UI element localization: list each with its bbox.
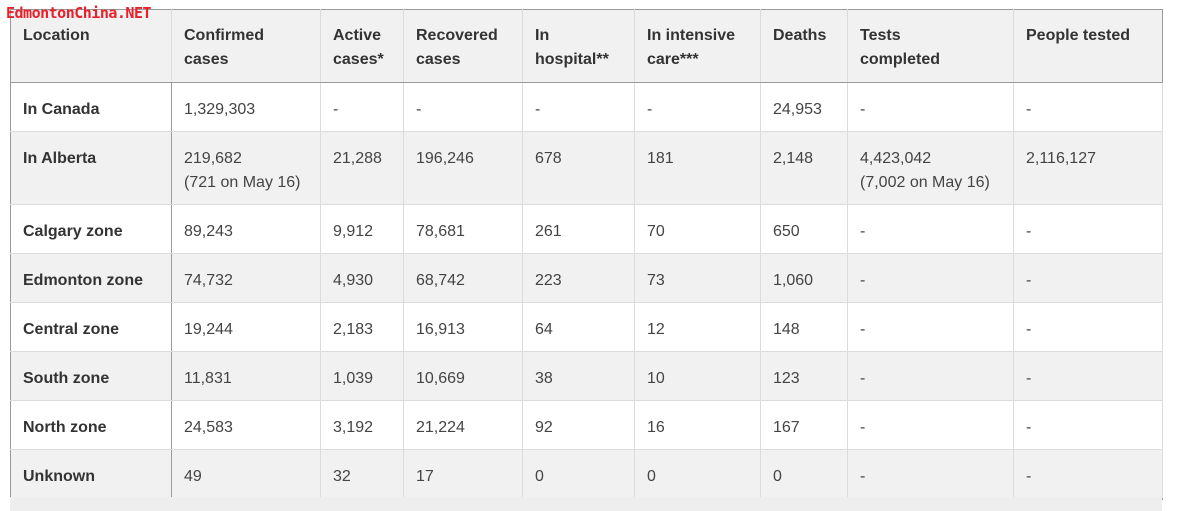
cell-hospital: 64: [522, 302, 635, 352]
cell-tests: -: [847, 351, 1014, 401]
table-row: Unknown 49 32 17 0 0 0 - -: [10, 449, 1163, 500]
table-row: In Alberta 219,682 (721 on May 16) 21,288…: [10, 131, 1163, 205]
header-deaths: Deaths: [760, 9, 848, 83]
header-active-cases: Active cases*: [320, 9, 404, 83]
cell-hospital: 223: [522, 253, 635, 303]
cell-active: 3,192: [320, 400, 404, 450]
cell-icu: -: [634, 82, 761, 132]
cell-tests: -: [847, 400, 1014, 450]
header-tests-completed: Tests completed: [847, 9, 1014, 83]
table-row: In Canada 1,329,303 - - - - 24,953 - -: [10, 82, 1163, 132]
cell-deaths: 123: [760, 351, 848, 401]
cell-tests: -: [847, 449, 1014, 500]
cell-people-tested: -: [1013, 400, 1163, 450]
cell-active: 32: [320, 449, 404, 500]
header-people-tested: People tested: [1013, 9, 1163, 83]
cell-icu: 16: [634, 400, 761, 450]
cell-confirmed: 219,682 (721 on May 16): [171, 131, 321, 205]
covid-stats-table: Location Confirmed cases Active cases* Rec…: [10, 9, 1163, 500]
cell-tests: 4,423,042 (7,002 on May 16): [847, 131, 1014, 205]
cell-active: 1,039: [320, 351, 404, 401]
cell-hospital: 261: [522, 204, 635, 254]
cell-recovered: 196,246: [403, 131, 523, 205]
cell-icu: 181: [634, 131, 761, 205]
cell-hospital: 0: [522, 449, 635, 500]
cell-hospital: -: [522, 82, 635, 132]
cell-people-tested: -: [1013, 82, 1163, 132]
cell-icu: 10: [634, 351, 761, 401]
cell-location: In Alberta: [10, 131, 172, 205]
cell-icu: 70: [634, 204, 761, 254]
cell-recovered: 68,742: [403, 253, 523, 303]
cell-tests: -: [847, 253, 1014, 303]
cell-icu: 12: [634, 302, 761, 352]
cell-location: Unknown: [10, 449, 172, 500]
cell-location: In Canada: [10, 82, 172, 132]
cell-hospital: 38: [522, 351, 635, 401]
table-row: Central zone 19,244 2,183 16,913 64 12 1…: [10, 302, 1163, 352]
header-recovered-cases: Recovered cases: [403, 9, 523, 83]
cell-active: 2,183: [320, 302, 404, 352]
cell-recovered: 21,224: [403, 400, 523, 450]
cell-deaths: 2,148: [760, 131, 848, 205]
table-row: North zone 24,583 3,192 21,224 92 16 167…: [10, 400, 1163, 450]
cell-people-tested: 2,116,127: [1013, 131, 1163, 205]
cell-people-tested: -: [1013, 449, 1163, 500]
cell-confirmed: 1,329,303: [171, 82, 321, 132]
cell-confirmed: 49: [171, 449, 321, 500]
bottom-band: [10, 497, 1162, 511]
cell-location: South zone: [10, 351, 172, 401]
cell-tests: -: [847, 82, 1014, 132]
cell-people-tested: -: [1013, 204, 1163, 254]
cell-confirmed: 74,732: [171, 253, 321, 303]
cell-recovered: 16,913: [403, 302, 523, 352]
cell-tests: -: [847, 302, 1014, 352]
cell-location: Edmonton zone: [10, 253, 172, 303]
cell-recovered: 78,681: [403, 204, 523, 254]
cell-recovered: -: [403, 82, 523, 132]
cell-people-tested: -: [1013, 302, 1163, 352]
cell-people-tested: -: [1013, 351, 1163, 401]
cell-icu: 0: [634, 449, 761, 500]
cell-deaths: 148: [760, 302, 848, 352]
table-row: Edmonton zone 74,732 4,930 68,742 223 73…: [10, 253, 1163, 303]
cell-tests: -: [847, 204, 1014, 254]
cell-deaths: 0: [760, 449, 848, 500]
cell-confirmed: 11,831: [171, 351, 321, 401]
cell-confirmed: 24,583: [171, 400, 321, 450]
watermark-logo: EdmontonChina.NET: [6, 4, 152, 22]
cell-deaths: 1,060: [760, 253, 848, 303]
cell-active: 9,912: [320, 204, 404, 254]
cell-recovered: 10,669: [403, 351, 523, 401]
cell-hospital: 678: [522, 131, 635, 205]
header-in-intensive-care: In intensive care***: [634, 9, 761, 83]
header-row: Location Confirmed cases Active cases* Rec…: [10, 9, 1163, 83]
cell-icu: 73: [634, 253, 761, 303]
cell-confirmed: 19,244: [171, 302, 321, 352]
cell-location: Calgary zone: [10, 204, 172, 254]
header-in-hospital: In hospital**: [522, 9, 635, 83]
cell-active: 4,930: [320, 253, 404, 303]
header-location: Location: [10, 9, 172, 83]
cell-confirmed: 89,243: [171, 204, 321, 254]
cell-active: -: [320, 82, 404, 132]
cell-people-tested: -: [1013, 253, 1163, 303]
table-row: South zone 11,831 1,039 10,669 38 10 123…: [10, 351, 1163, 401]
header-confirmed-cases: Confirmed cases: [171, 9, 321, 83]
cell-location: North zone: [10, 400, 172, 450]
cell-active: 21,288: [320, 131, 404, 205]
cell-location: Central zone: [10, 302, 172, 352]
cell-hospital: 92: [522, 400, 635, 450]
table-row: Calgary zone 89,243 9,912 78,681 261 70 …: [10, 204, 1163, 254]
cell-recovered: 17: [403, 449, 523, 500]
cell-deaths: 24,953: [760, 82, 848, 132]
cell-deaths: 167: [760, 400, 848, 450]
cell-deaths: 650: [760, 204, 848, 254]
